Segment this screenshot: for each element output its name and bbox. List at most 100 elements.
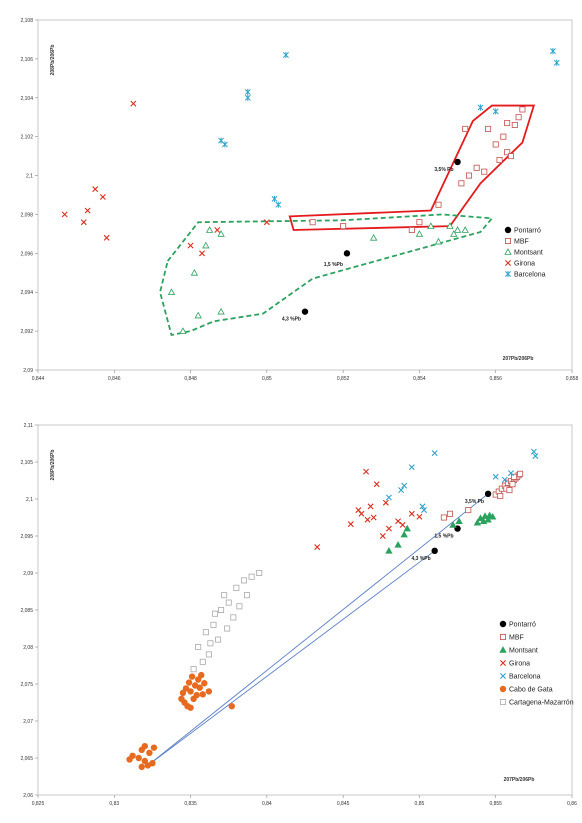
data-point [130,100,137,107]
x-tick-label: 0,845 [337,801,350,807]
data-point [379,533,386,539]
x-tick-label: 0,856 [489,376,502,382]
data-point [80,219,87,226]
data-point [434,237,443,245]
y-axis-label: 208Pb/206Pb [50,450,56,481]
legend-label: MBF [514,239,529,246]
data-point [340,223,347,230]
data-point [504,120,511,127]
data-point [511,473,518,480]
data-point [373,481,380,488]
data-point [224,625,231,632]
data-point [473,518,482,526]
y-tick-label: 2,09 [23,368,33,374]
x-tick-label: 0,825 [32,801,45,807]
legend-marker [499,646,507,653]
data-point [141,742,148,750]
series-barcelona [218,48,560,208]
y-tick-label: 2,106 [20,57,33,63]
y-tick-label: 2,065 [20,756,33,762]
data-point [403,524,411,532]
data-point [419,503,426,510]
data-point [399,521,406,528]
data-point [195,643,202,650]
y-tick-label: 2,102 [20,135,33,141]
data-point [408,226,415,233]
legend-label: Cartagena-Mazarrón [509,700,574,707]
data-point [492,108,499,115]
data-point [244,592,251,599]
data-point [244,88,251,96]
data-point [146,749,153,757]
data-point [440,514,447,521]
legend-label: Montsant [514,250,543,257]
legend-marker [499,620,507,628]
plot-area [37,424,573,796]
legend-marker [504,237,511,244]
scatter-plot-top: 0,844 0,846 0,848 0,85 0,852 0,854 0,856 0,858 2… [20,18,578,382]
legend-label: Cabo de Gata [509,687,553,694]
data-point [446,510,453,517]
y-tick-label: 2,108 [20,18,33,24]
legend-marker [499,633,506,640]
data-point [185,679,193,686]
data-point [488,512,497,520]
field-outline-0 [288,104,536,231]
y-tick-label: 2,1 [26,497,33,503]
data-point [400,530,408,538]
data-point [271,195,278,202]
data-point [182,685,190,692]
data-point [455,517,463,524]
data-point [194,311,202,319]
data-point [394,541,402,548]
data-point [214,227,221,233]
series-girona [61,100,270,257]
data-point [230,614,237,621]
data-point [207,640,214,647]
data-point [435,201,442,208]
data-point [395,518,402,525]
data-point [519,106,526,113]
data-point [363,468,370,475]
data-point [454,158,461,166]
x-tick-label: 0,855 [489,801,502,807]
data-point [553,59,560,66]
data-point [225,599,232,606]
data-point [199,691,206,698]
series-cartagena-mazarr-n [190,569,263,673]
data-point [228,703,235,710]
y-tick-label: 2,094 [20,290,33,296]
legend-marker [505,260,511,266]
data-point [201,680,208,687]
legend-marker [499,698,506,705]
data-point [84,207,91,214]
series-mbf [309,106,526,233]
point-annotation: 3,5% Pb [434,167,453,173]
legend-label: Barcelona [509,674,541,681]
data-point [385,546,393,554]
data-point [135,754,142,762]
legend-marker [504,226,512,234]
data-point [504,149,511,156]
data-point [309,219,316,226]
data-point [236,603,243,610]
data-point [507,470,514,477]
data-point [205,688,213,695]
legend-marker [505,270,511,278]
series-montsant [167,222,469,334]
data-point [217,307,225,315]
data-point [461,226,469,233]
x-tick-label: 0,852 [337,376,350,382]
legend: Pontarró MBF Montsant Girona Barcelona Cabo d… [499,620,574,707]
data-point [92,186,99,193]
x-tick-label: 0,835 [184,801,197,807]
data-point [221,141,228,148]
point-annotation: 1,5 %Pb [434,534,453,540]
data-point [221,592,228,599]
data-point [187,242,194,249]
data-point [477,104,484,111]
data-point [446,222,454,229]
data-point [149,759,156,767]
data-point [398,487,405,494]
data-point [500,133,507,140]
